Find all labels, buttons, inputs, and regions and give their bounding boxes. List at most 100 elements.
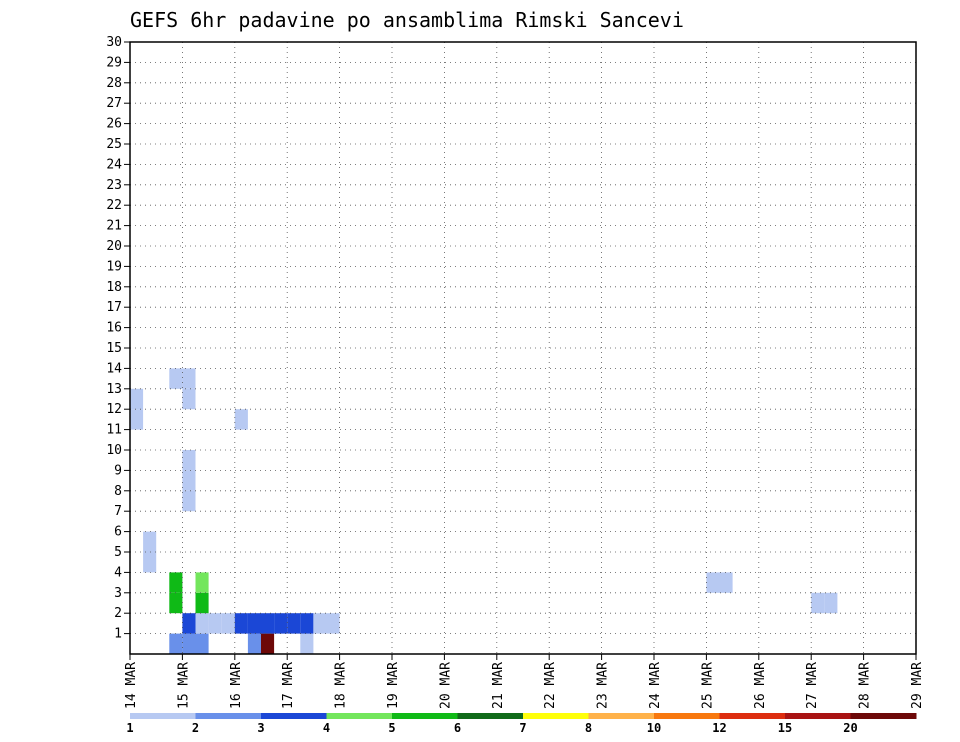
legend-swatch <box>392 713 458 719</box>
heatmap-cell <box>261 613 275 634</box>
x-tick-label: 25 MAR <box>700 662 715 709</box>
heatmap-cell <box>143 531 157 552</box>
legend-swatch <box>785 713 851 719</box>
legend-label: 8 <box>585 721 592 735</box>
heatmap-cell <box>719 572 733 593</box>
y-tick-label: 12 <box>106 402 122 417</box>
heatmap-cell <box>247 613 261 634</box>
y-tick-label: 15 <box>106 341 122 356</box>
heatmap-cell <box>195 592 209 614</box>
y-tick-label: 1 <box>114 627 122 642</box>
heatmap-cell <box>169 368 183 389</box>
y-tick-label: 16 <box>106 321 122 336</box>
legend-swatch <box>457 713 524 719</box>
heatmap-cell <box>824 592 838 614</box>
y-tick-label: 9 <box>114 463 122 478</box>
y-tick-label: 30 <box>106 35 122 50</box>
y-tick-label: 24 <box>106 157 122 172</box>
y-tick-label: 27 <box>106 96 122 111</box>
heatmap-cell <box>247 633 261 654</box>
legend-swatch <box>326 713 393 719</box>
heatmap-cell <box>274 613 288 634</box>
legend-label: 5 <box>388 721 395 735</box>
legend-label: 4 <box>323 721 330 735</box>
x-tick-label: 21 MAR <box>491 662 506 709</box>
heatmap-cell <box>169 633 183 654</box>
y-tick-label: 18 <box>106 280 122 295</box>
legend-label: 1 <box>126 721 133 735</box>
y-axis-ticks: 1234567891011121314151617181920212223242… <box>106 35 130 642</box>
x-tick-label: 27 MAR <box>805 662 820 709</box>
heatmap-cell <box>300 613 314 634</box>
chart-title: GEFS 6hr padavine po ansamblima Rimski S… <box>130 8 684 32</box>
legend-swatch <box>523 713 589 719</box>
legend-swatch <box>654 713 720 719</box>
legend-swatch <box>588 713 655 719</box>
legend-swatch <box>130 713 196 719</box>
heatmap-cell <box>208 613 222 634</box>
heatmap-cell <box>221 613 235 634</box>
x-tick-label: 23 MAR <box>596 662 611 709</box>
y-tick-label: 4 <box>114 565 122 580</box>
legend-label: 6 <box>454 721 461 735</box>
y-tick-label: 29 <box>106 55 122 70</box>
y-tick-label: 14 <box>106 361 122 376</box>
heatmap-cell <box>182 633 196 654</box>
heatmap-cell <box>326 613 340 634</box>
heatmap-cell <box>195 633 209 654</box>
y-tick-label: 25 <box>106 137 122 152</box>
heatmap-cells <box>130 368 838 654</box>
x-tick-label: 14 MAR <box>124 662 139 709</box>
y-tick-label: 23 <box>106 178 122 193</box>
heatmap-cell <box>182 450 196 471</box>
heatmap-cell <box>182 368 196 389</box>
y-tick-label: 21 <box>106 219 122 234</box>
legend-label: 10 <box>647 721 661 735</box>
y-tick-label: 2 <box>114 606 122 621</box>
heatmap-cell <box>300 633 314 654</box>
x-tick-label: 29 MAR <box>910 662 925 709</box>
heatmap-cell <box>195 572 209 593</box>
x-tick-label: 26 MAR <box>753 662 768 709</box>
legend-label: 7 <box>519 721 526 735</box>
legend-label: 3 <box>257 721 264 735</box>
heatmap-cell <box>182 490 196 512</box>
heatmap-cell <box>182 613 196 634</box>
y-tick-label: 22 <box>106 198 122 213</box>
legend-label: 15 <box>778 721 792 735</box>
y-tick-label: 26 <box>106 117 122 132</box>
x-tick-label: 18 MAR <box>334 662 349 709</box>
heatmap-cell <box>130 409 144 430</box>
heatmap-cell <box>182 388 196 410</box>
heatmap-cell <box>261 633 275 654</box>
color-legend: 1 2 3 4 5 6 7 8 10 12 15 20 <box>126 713 917 735</box>
grid-lines <box>129 41 917 654</box>
y-tick-label: 6 <box>114 525 122 540</box>
y-tick-label: 10 <box>106 443 122 458</box>
heatmap-cell <box>182 470 196 491</box>
legend-swatch <box>261 713 327 719</box>
y-tick-label: 19 <box>106 259 122 274</box>
y-tick-label: 20 <box>106 239 122 254</box>
x-tick-label: 20 MAR <box>438 662 453 709</box>
heatmap-cell <box>195 613 209 634</box>
y-tick-label: 28 <box>106 76 122 91</box>
legend-label: 12 <box>712 721 726 735</box>
heatmap-cell <box>169 592 183 614</box>
legend-swatch <box>195 713 262 719</box>
y-tick-label: 8 <box>114 484 122 499</box>
legend-label: 20 <box>843 721 857 735</box>
legend-swatch <box>719 713 786 719</box>
legend-swatch <box>850 713 917 719</box>
heatmap-cell <box>234 409 248 430</box>
y-tick-label: 5 <box>114 545 122 560</box>
y-tick-label: 3 <box>114 586 122 601</box>
heatmap-cell <box>169 572 183 593</box>
y-tick-label: 13 <box>106 382 122 397</box>
heatmap-cell <box>706 572 720 593</box>
x-tick-label: 24 MAR <box>648 662 663 709</box>
y-tick-label: 11 <box>106 423 122 438</box>
x-tick-label: 22 MAR <box>543 662 558 709</box>
